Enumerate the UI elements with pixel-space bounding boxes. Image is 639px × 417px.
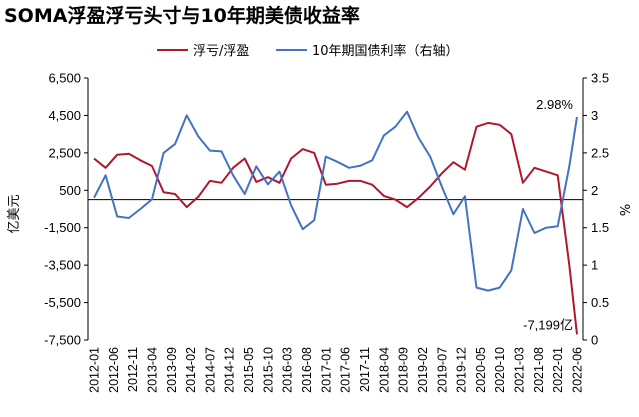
y-left-tick-label: 500: [59, 183, 81, 198]
legend: 浮亏/浮盈 10年期国债利率（右轴）: [157, 43, 459, 59]
y-right-tick-label: 1: [591, 258, 598, 273]
x-tick-label: 2014-07: [203, 347, 217, 393]
x-tick-label: 2012-11: [126, 347, 140, 392]
y-axis-left-ticks: 6,500 4,500 2,500 500 -1,500 -3,500 -5,500 -7,5…: [44, 71, 88, 348]
x-tick-label: 2019-02: [416, 347, 430, 393]
y-left-tick-label: -5,500: [44, 295, 81, 310]
series-lines: [93, 110, 578, 335]
legend-label-10y-yield: 10年期国债利率（右轴）: [312, 43, 459, 59]
x-tick-label: 2013-09: [165, 347, 179, 393]
x-tick-label: 2014-12: [223, 347, 237, 393]
x-axis-ticks: 2012-01 2012-06 2012-11 2013-04 2013-09 2014-…: [88, 347, 585, 393]
y-axis-left-label: 亿美元: [7, 194, 22, 233]
y-right-tick-label: 0.5: [591, 295, 609, 310]
x-tick-label: 2020-10: [493, 347, 507, 393]
y-left-tick-label: -1,500: [44, 220, 81, 235]
x-tick-label: 2020-05: [474, 347, 488, 393]
series-line-10y-yield: [93, 110, 578, 292]
y-left-tick-label: 4,500: [48, 108, 81, 123]
x-tick-label: 2018-04: [377, 347, 391, 393]
chart-title: SOMA浮盈浮亏头寸与10年期美债收益率: [4, 4, 360, 27]
y-right-tick-label: 2.5: [591, 145, 609, 160]
x-tick-label: 2021-03: [513, 347, 527, 393]
y-right-tick-label: 3: [591, 108, 598, 123]
y-right-tick-label: 3.5: [591, 71, 609, 86]
y-left-tick-label: 6,500: [48, 71, 81, 86]
x-tick-label: 2012-01: [88, 347, 102, 393]
x-tick-label: 2017-01: [319, 347, 333, 393]
x-tick-label: 2017-06: [339, 347, 353, 393]
x-tick-label: 2019-12: [455, 347, 469, 393]
y-axis-right-ticks: 3.5 3 2.5 2 1.5 1 0.5 0: [583, 71, 609, 348]
x-tick-label: 2012-06: [107, 347, 121, 393]
axes: [87, 78, 584, 340]
x-tick-label: 2014-02: [184, 347, 198, 393]
x-tick-label: 2022-06: [571, 347, 585, 393]
legend-label-loss-gain: 浮亏/浮盈: [193, 44, 249, 59]
y-right-tick-label: 2: [591, 183, 598, 198]
annotations: 2.98% -7,199亿: [523, 97, 573, 332]
x-tick-label: 2016-08: [300, 347, 314, 393]
series-line-loss-gain: [93, 121, 578, 335]
annotation-loss-last: -7,199亿: [523, 317, 573, 332]
x-tick-label: 2017-11: [358, 347, 372, 392]
x-tick-label: 2022-01: [551, 347, 565, 393]
x-tick-label: 2016-03: [281, 347, 295, 393]
y-left-tick-label: -3,500: [44, 258, 81, 273]
y-right-tick-label: 0: [591, 333, 598, 348]
x-tick-label: 2019-07: [435, 347, 449, 393]
x-tick-label: 2015-10: [261, 347, 275, 393]
y-left-tick-label: 2,500: [48, 145, 81, 160]
y-right-tick-label: 1.5: [591, 220, 609, 235]
y-left-tick-label: -7,500: [44, 333, 81, 348]
x-tick-label: 2021-08: [532, 347, 546, 393]
x-tick-label: 2015-05: [242, 347, 256, 393]
annotation-yield-last: 2.98%: [536, 97, 573, 112]
y-axis-right-label: %: [619, 204, 634, 216]
x-tick-label: 2018-09: [397, 347, 411, 393]
x-tick-label: 2013-04: [145, 347, 159, 393]
